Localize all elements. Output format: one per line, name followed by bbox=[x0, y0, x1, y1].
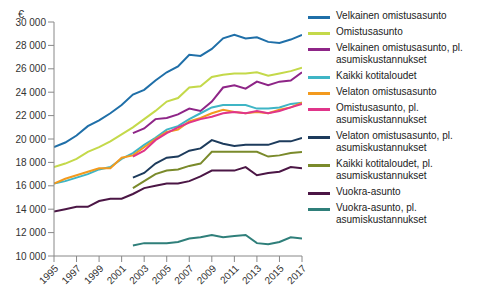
html-text:Omistusasunto, pl. asumiskusta: Omistusasunto, pl. asumiskustannukset bbox=[336, 102, 427, 125]
html-text:Kaikki kotitaloudet: Kaikki kotitaloudet bbox=[336, 70, 417, 81]
svg-text:2009: 2009 bbox=[195, 262, 219, 286]
svg-text:28 000: 28 000 bbox=[15, 40, 46, 51]
svg-text:10 000: 10 000 bbox=[15, 251, 46, 262]
svg-text:18 000: 18 000 bbox=[15, 157, 46, 168]
html-text:Kaikki kotitaloudet, pl. asumi: Kaikki kotitaloudet, pl. asumiskustannuk… bbox=[336, 158, 433, 181]
svg-text:12 000: 12 000 bbox=[15, 227, 46, 238]
svg-text:30 000: 30 000 bbox=[15, 17, 46, 28]
svg-text:24 000: 24 000 bbox=[15, 87, 46, 98]
html-text:Velkainen omistusasunto: Velkainen omistusasunto bbox=[336, 10, 447, 21]
svg-text:2017: 2017 bbox=[285, 262, 308, 286]
html-text:Vuokra-asunto: Vuokra-asunto bbox=[336, 186, 401, 197]
svg-text:26 000: 26 000 bbox=[15, 63, 46, 74]
svg-text:22 000: 22 000 bbox=[15, 110, 46, 121]
svg-text:2003: 2003 bbox=[127, 262, 151, 286]
html-text:Velaton omistusasunto: Velaton omistusasunto bbox=[336, 86, 437, 97]
svg-text:2013: 2013 bbox=[240, 262, 264, 286]
svg-text:1999: 1999 bbox=[82, 262, 106, 286]
svg-text:2005: 2005 bbox=[150, 262, 174, 286]
svg-text:2007: 2007 bbox=[172, 262, 196, 286]
svg-text:2001: 2001 bbox=[105, 262, 129, 286]
html-text:Vuokra-asunto, pl. asumiskusta: Vuokra-asunto, pl. asumiskustannukset bbox=[336, 202, 427, 225]
svg-text:2011: 2011 bbox=[218, 262, 241, 285]
svg-text:16 000: 16 000 bbox=[15, 180, 46, 191]
html-text:Omistusasunto: Omistusasunto bbox=[336, 26, 403, 37]
svg-text:1995: 1995 bbox=[37, 262, 61, 286]
svg-text:14 000: 14 000 bbox=[15, 204, 46, 215]
html-text:Velkainen omistusasunto, pl. a: Velkainen omistusasunto, pl. asumiskusta… bbox=[336, 42, 463, 65]
svg-text:1997: 1997 bbox=[59, 262, 83, 286]
svg-text:2015: 2015 bbox=[262, 262, 286, 286]
html-text:Velaton omistusasunto, pl. asu: Velaton omistusasunto, pl. asumiskustann… bbox=[336, 130, 453, 153]
svg-text:20 000: 20 000 bbox=[15, 134, 46, 145]
